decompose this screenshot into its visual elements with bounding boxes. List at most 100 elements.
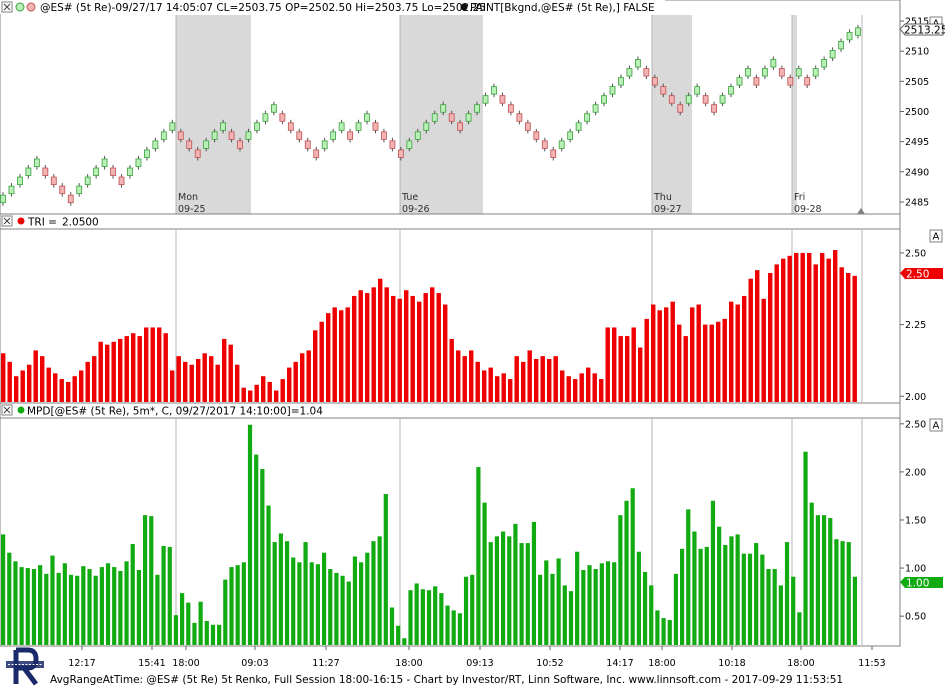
tri-title-bar: [0, 213, 901, 230]
mpd-bar: [167, 546, 172, 645]
down-brick: [753, 77, 760, 86]
down-brick: [711, 104, 717, 113]
mpd-bar: [686, 509, 691, 645]
mpd-bar: [408, 590, 413, 645]
mpd-bar: [198, 601, 203, 645]
tri-bar: [85, 361, 90, 402]
tri-bar: [761, 298, 766, 402]
tri-bar: [683, 336, 688, 402]
mpd-bar: [581, 569, 586, 645]
time-tick-label: 14:17: [606, 658, 633, 669]
tri-bar: [313, 330, 318, 402]
mpd-bars: [1, 424, 858, 645]
session-shading: [176, 15, 797, 214]
mpd-bar: [99, 567, 104, 645]
day-label: Mon: [178, 192, 198, 203]
up-arrow-icon[interactable]: [857, 208, 865, 214]
red-circle-icon: [26, 2, 36, 12]
up-brick: [364, 113, 370, 122]
up-brick: [558, 140, 565, 149]
mpd-bar: [204, 620, 209, 645]
mpd-bar: [642, 571, 648, 645]
tri-autoscale-button[interactable]: A: [929, 229, 943, 243]
session-shade: [176, 15, 251, 214]
tri-bar: [534, 359, 539, 402]
down-brick: [541, 140, 548, 149]
up-brick: [211, 131, 218, 140]
mpd-bar: [7, 552, 12, 645]
down-brick: [508, 104, 514, 113]
up-brick: [423, 122, 430, 131]
time-tick-label: 12:17: [68, 658, 95, 669]
tri-bar: [59, 379, 64, 402]
mpd-bar: [612, 562, 617, 645]
mpd-last-value-tag: 1.00: [900, 577, 943, 590]
mpd-bar: [130, 544, 135, 645]
mpd-bar: [667, 619, 672, 645]
price-grid: [175, 15, 863, 214]
up-brick: [0, 194, 6, 204]
mpd-bar: [500, 531, 506, 645]
up-brick: [719, 95, 726, 104]
mpd-bar: [803, 451, 808, 645]
tri-close-icon[interactable]: [1, 215, 13, 227]
tri-last-value-tag: 2.50: [900, 268, 943, 281]
mpd-bar: [229, 567, 234, 645]
down-brick: [110, 167, 116, 176]
mpd-bar: [766, 569, 771, 645]
time-tick-label: 18:00: [395, 658, 422, 669]
tri-bar: [53, 373, 58, 402]
time-tick-label: 18:00: [648, 658, 675, 669]
mpd-bar: [735, 534, 740, 645]
up-brick: [846, 31, 853, 41]
mpd-close-icon[interactable]: [1, 404, 13, 416]
up-brick: [84, 176, 91, 186]
tri-bar: [228, 344, 233, 402]
down-brick: [67, 194, 74, 204]
up-brick: [135, 158, 142, 167]
date-label: 09-25: [178, 204, 206, 215]
tri-panel: TRI = 2.0500 2.00 2.25 2.50 A 2.50: [0, 213, 943, 404]
tri-bar: [579, 373, 584, 402]
tri-ytick-label: 2.25: [905, 320, 926, 331]
mpd-bar: [507, 536, 512, 645]
mpd-bar: [346, 581, 351, 645]
mpd-bar: [649, 585, 654, 645]
mpd-bar: [747, 553, 753, 645]
time-tick-label: 11:53: [858, 658, 885, 669]
mpd-bar: [531, 521, 537, 645]
tri-bar: [352, 295, 357, 402]
mpd-bar: [402, 638, 407, 645]
tri-bar: [456, 350, 461, 402]
price-close-icon[interactable]: [1, 1, 13, 13]
tri-bar: [384, 287, 389, 402]
mpd-bar: [605, 561, 611, 645]
tri-bar: [625, 336, 630, 402]
up-brick: [406, 140, 413, 149]
mpd-bar: [210, 624, 216, 645]
down-brick: [296, 131, 303, 140]
tri-bar: [670, 301, 675, 402]
tri-bar: [332, 307, 337, 402]
tri-bar: [417, 301, 422, 402]
mpd-bar: [587, 565, 592, 645]
mpd-ytick-label: 1.00: [905, 564, 926, 575]
up-brick: [160, 131, 167, 140]
up-brick: [440, 104, 447, 113]
mpd-bar: [457, 613, 462, 645]
down-brick: [372, 122, 379, 131]
tri-bar: [163, 333, 168, 402]
mpd-bar: [488, 542, 493, 645]
up-brick: [575, 122, 582, 131]
mpd-bar: [50, 555, 55, 645]
time-tick-label: 15:41: [138, 658, 165, 669]
down-brick: [304, 140, 311, 149]
up-brick: [812, 68, 819, 77]
up-brick: [414, 131, 421, 140]
up-brick: [855, 27, 861, 36]
down-brick: [677, 104, 684, 113]
tri-bar: [443, 304, 448, 402]
mpd-bar: [136, 569, 141, 645]
mpd-bar: [334, 572, 339, 645]
mpd-autoscale-button[interactable]: A: [929, 418, 943, 432]
